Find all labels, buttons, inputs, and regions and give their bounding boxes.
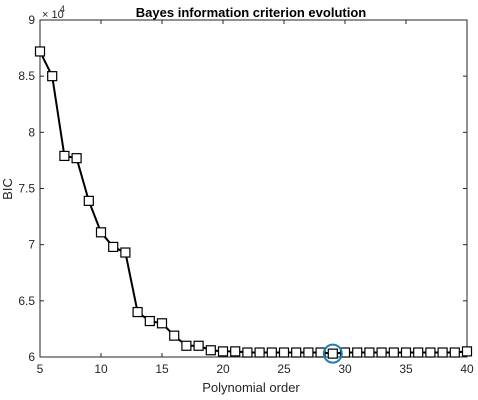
- x-tick-label: 20: [216, 362, 230, 376]
- x-tick-label: 10: [94, 362, 108, 376]
- data-point: [181, 340, 192, 351]
- minimum-marker-circle: [322, 343, 343, 364]
- data-point: [120, 247, 131, 258]
- y-axis-multiplier-exponent: 4: [60, 4, 65, 14]
- data-point: [327, 348, 338, 359]
- data-point: [108, 241, 119, 253]
- data-point: [34, 46, 46, 57]
- minimum-highlight: [322, 343, 343, 364]
- x-tick-label: 40: [460, 362, 474, 376]
- y-axis-ticks: 6 6.5 7 7.5 8 8.5 9: [18, 13, 467, 364]
- y-tick-label: 8.5: [18, 69, 35, 83]
- data-point: [278, 347, 290, 358]
- data-point: [266, 347, 277, 358]
- data-point: [376, 347, 387, 358]
- data-point: [132, 306, 143, 318]
- data-point: [205, 345, 216, 356]
- data-point: [71, 153, 82, 164]
- y-tick-label: 7: [28, 238, 35, 252]
- x-tick-label: 30: [338, 362, 352, 376]
- data-point: [425, 347, 436, 358]
- chart-title: Bayes information criterion evolution: [136, 5, 366, 20]
- data-point: [169, 330, 180, 341]
- data-point: [437, 347, 448, 358]
- data-point: [400, 347, 412, 358]
- y-axis-label: BIC: [0, 178, 15, 200]
- data-point: [413, 347, 424, 358]
- x-tick-label: 5: [37, 362, 44, 376]
- data-point: [449, 347, 460, 358]
- data-point: [242, 347, 253, 358]
- data-point: [364, 347, 375, 358]
- data-point: [352, 347, 363, 358]
- data-point: [254, 347, 265, 358]
- y-tick-label: 6: [28, 350, 35, 364]
- data-point: [315, 347, 326, 358]
- x-axis-label: Polynomial order: [202, 380, 300, 395]
- data-point: [47, 71, 58, 82]
- y-tick-label: 7.5: [18, 182, 35, 196]
- data-point: [339, 347, 351, 358]
- y-tick-label: 9: [28, 13, 35, 27]
- data-point: [156, 318, 168, 329]
- y-tick-label: 6.5: [18, 294, 35, 308]
- series-bic: [34, 46, 473, 359]
- data-point: [83, 195, 94, 206]
- y-axis-multiplier: × 10: [42, 9, 64, 21]
- data-point: [388, 347, 399, 358]
- x-tick-label: 35: [399, 362, 413, 376]
- data-point: [59, 150, 70, 162]
- x-axis-ticks: 5 10 15 20 25 30 35 40: [37, 20, 474, 376]
- data-point: [193, 340, 204, 351]
- data-point: [230, 346, 241, 357]
- data-point: [291, 347, 302, 358]
- data-point: [461, 346, 473, 357]
- data-point: [144, 315, 155, 327]
- y-tick-label: 8: [28, 125, 35, 139]
- x-tick-label: 25: [277, 362, 291, 376]
- data-point: [303, 347, 314, 358]
- data-point: [95, 227, 107, 238]
- x-tick-label: 15: [155, 362, 169, 376]
- data-point: [217, 346, 229, 357]
